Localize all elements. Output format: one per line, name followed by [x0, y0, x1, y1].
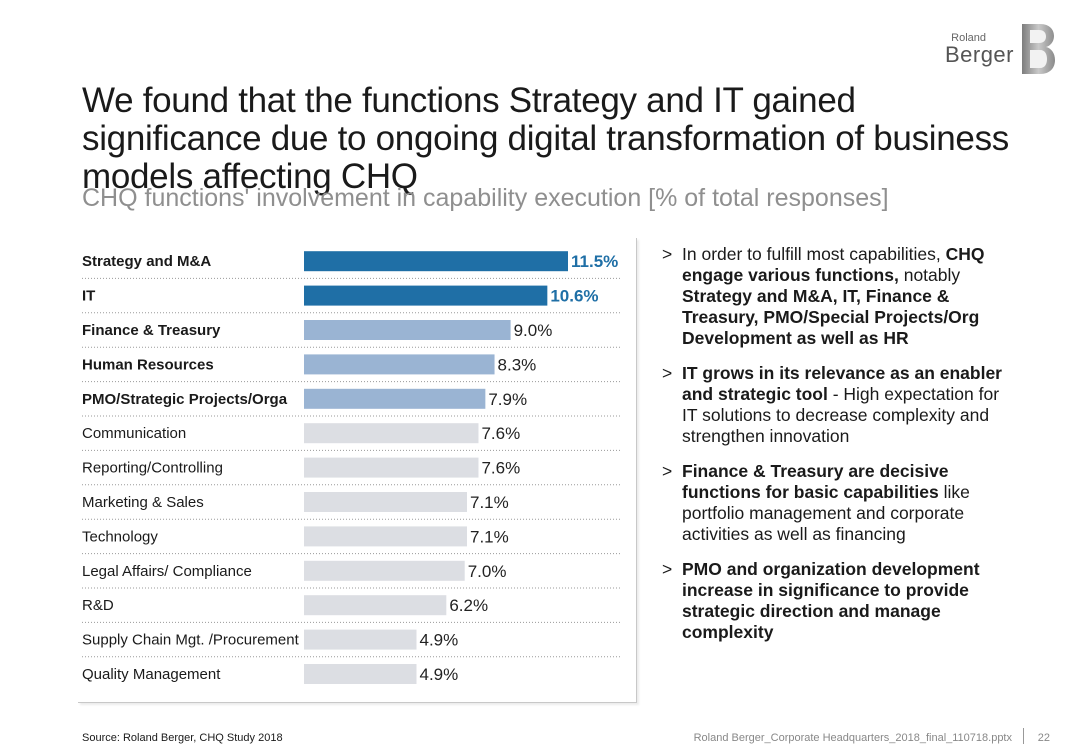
page-title: We found that the functions Strategy and… [82, 81, 1009, 196]
logo-large-text: Berger [944, 42, 1014, 67]
value-label: 8.3% [498, 355, 537, 374]
category-label: Technology [82, 528, 158, 545]
bullet-text: In order to fulfill most capabilities, [682, 244, 946, 264]
bar-chart-svg: Strategy and M&A 11.5% IT 10.6% Finance & Tr… [82, 251, 622, 684]
category-label: Human Resources [82, 356, 214, 373]
bar [304, 354, 495, 375]
bullet-text: PMO and organization development increas… [682, 559, 980, 642]
chart-frame [78, 238, 637, 703]
category-label: Communication [82, 425, 186, 442]
value-label: 7.9% [488, 390, 527, 409]
bullet-marker: > [662, 559, 673, 579]
value-label: 6.2% [449, 596, 488, 615]
bar [304, 492, 467, 512]
bullet-text: like portfolio management and corporate … [682, 482, 970, 544]
value-label: 7.1% [470, 493, 509, 512]
category-label: Legal Affairs/ Compliance [82, 563, 252, 580]
category-label: R&D [82, 597, 114, 614]
value-label: 11.5% [571, 252, 618, 271]
logo-small-text: Roland [951, 32, 986, 44]
bar [304, 251, 568, 272]
finding-bullet: > IT grows in its relevance as an enabler… [662, 363, 1012, 447]
page-number: 22 [1037, 732, 1050, 744]
chart-subtitle: CHQ functions' involvement in capability… [82, 184, 889, 212]
value-label: 4.9% [419, 665, 458, 684]
bar [304, 285, 548, 306]
value-label: 7.6% [481, 424, 520, 443]
value-label: 4.9% [419, 631, 458, 650]
bullet-text: IT grows in its relevance as an enabler … [682, 363, 1002, 404]
finding-bullet: > PMO and organization development increa… [662, 559, 1012, 643]
finding-bullet: > Finance & Treasury are decisive functio… [662, 461, 1012, 545]
bar-chart: Strategy and M&A 11.5% IT 10.6% Finance & Tr… [78, 238, 638, 704]
bullet-text: CHQ engage various functions, [682, 244, 985, 285]
value-label: 7.1% [470, 527, 509, 546]
bullet-marker: > [662, 363, 673, 383]
category-label: Quality Management [82, 666, 221, 683]
value-label: 10.6% [550, 287, 598, 306]
key-findings-list: > In order to fulfill most capabilities, … [662, 244, 1012, 657]
bullet-marker: > [662, 461, 673, 481]
roland-berger-logo: Roland Berger [944, 22, 1056, 76]
bar [304, 595, 447, 616]
footer-source: Source: Roland Berger, CHQ Study 2018 [82, 732, 283, 744]
category-label: IT [82, 288, 95, 305]
bar [304, 423, 479, 444]
bullet-text: Strategy and M&A, IT, Finance & Treasury… [682, 286, 980, 348]
bullet-text: Finance & Treasury are decisive function… [682, 461, 949, 502]
bar [304, 560, 465, 581]
logo-b-icon [1022, 24, 1055, 74]
footer-separator [1023, 728, 1024, 744]
bar [304, 526, 467, 547]
category-label: Supply Chain Mgt. /Procurement [82, 632, 300, 649]
value-label: 7.0% [468, 562, 507, 581]
bar [304, 457, 479, 478]
category-label: Reporting/Controlling [82, 460, 223, 477]
bar [304, 320, 511, 340]
footer-filename: Roland Berger_Corporate Headquarters_201… [693, 732, 1012, 744]
finding-bullet: > In order to fulfill most capabilities, … [662, 244, 1012, 349]
bullet-marker: > [662, 244, 673, 264]
bar [304, 664, 417, 684]
bar [304, 388, 486, 409]
category-label: Strategy and M&A [82, 253, 211, 270]
bullet-text: notably [898, 265, 961, 285]
value-label: 7.6% [481, 459, 520, 478]
bar [304, 629, 417, 650]
category-label: PMO/Strategic Projects/Orga [82, 391, 288, 408]
category-label: Finance & Treasury [82, 322, 221, 339]
bullet-text: - High expectation for IT solutions to d… [682, 384, 1000, 446]
category-label: Marketing & Sales [82, 494, 204, 511]
value-label: 9.0% [514, 321, 553, 340]
